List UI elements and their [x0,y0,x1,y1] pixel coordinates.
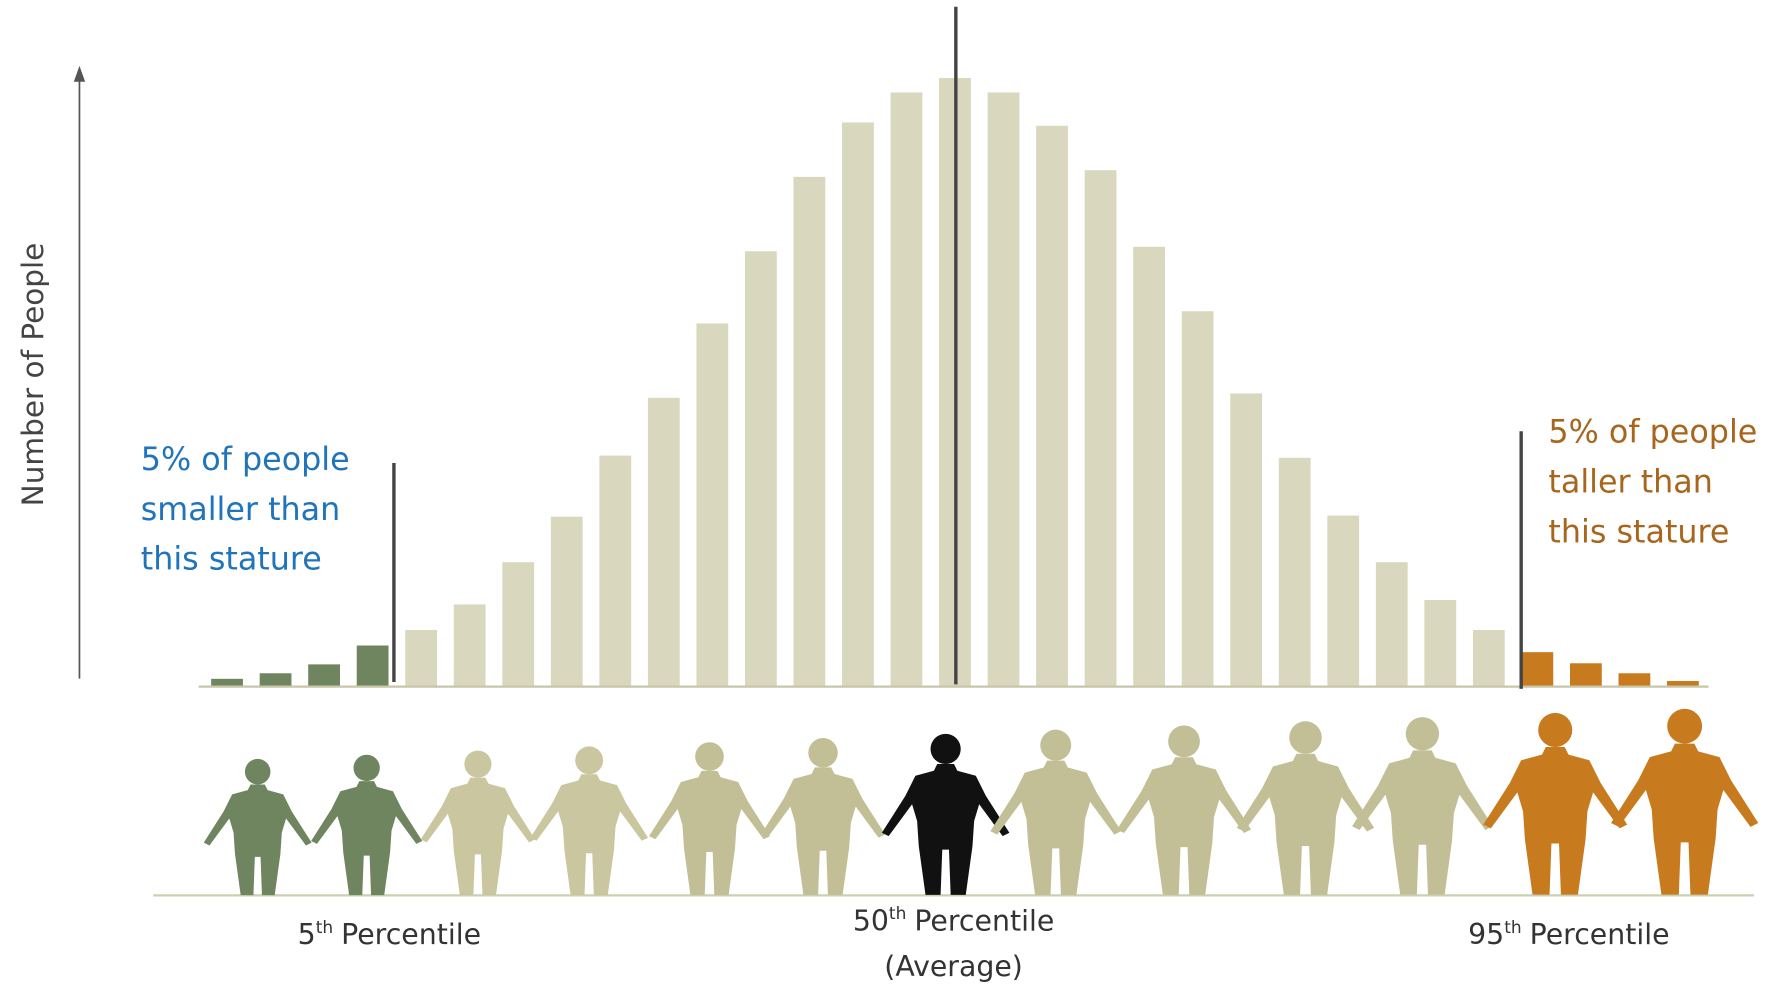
bars [211,78,1699,687]
percentile-labels: 5th Percentile 50th Percentile(Average)95th… [298,904,1670,983]
percentile-suffix: th [316,918,333,938]
percentile-number: 95 [1468,918,1504,951]
bar [1569,663,1602,687]
percentile-label: 95th Percentile [1468,918,1669,951]
person [311,754,423,896]
person [1236,721,1375,895]
note-line: taller than [1548,465,1712,501]
bar [647,397,680,687]
bar [744,251,777,687]
arrow-head [73,65,86,82]
percentile-text: Percentile [341,918,481,951]
percentile-number: 50 [853,905,889,938]
people [203,708,1759,896]
bar [1278,457,1311,687]
bar [1618,673,1651,687]
percentile-text: Percentile [914,905,1054,938]
bar [599,455,632,687]
percentile-label: 5th Percentile [298,918,481,951]
person [1116,725,1252,895]
person [990,729,1122,895]
bar [842,122,874,687]
person [203,758,312,896]
bar [1084,170,1117,687]
note-line: 5% of people [1548,415,1757,451]
bar [1230,393,1263,687]
percentile-label: 50th Percentile [853,904,1054,937]
bar [211,678,243,687]
bar [453,604,486,687]
percentile-suffix: th [1504,918,1521,938]
bar [793,176,826,687]
person [420,750,536,896]
person [760,738,886,895]
bar [550,516,583,687]
bar [1521,652,1554,687]
bar [259,673,292,687]
note-line: this stature [141,542,322,578]
person [1611,708,1759,895]
note-line: this stature [1548,514,1729,550]
person [881,733,1010,895]
bar [1036,125,1068,687]
bar [890,92,923,687]
person [530,746,649,895]
bar [356,645,389,687]
note-line: smaller than [141,492,341,528]
bar [1327,515,1360,687]
y-axis-label: Number of People [16,243,50,507]
percentile-text: Percentile [1530,918,1670,951]
percentile-number: 5 [298,918,316,951]
bar [987,92,1020,687]
bar [1424,599,1457,687]
bar [696,323,729,687]
notes: 5% of people smaller than this stature 5% o… [141,415,1758,578]
person [1483,712,1628,895]
bar [405,629,438,687]
bar [1181,311,1214,687]
percentile-suffix: th [889,904,906,924]
person [649,742,770,895]
bar [308,664,340,687]
person [1352,717,1493,895]
percentile-note: (Average) [884,950,1023,983]
bar [502,562,535,687]
bar [1472,629,1505,687]
bar [1667,681,1699,687]
bar [1133,246,1166,687]
bar [1375,562,1408,687]
note-line: 5% of people [141,442,350,478]
